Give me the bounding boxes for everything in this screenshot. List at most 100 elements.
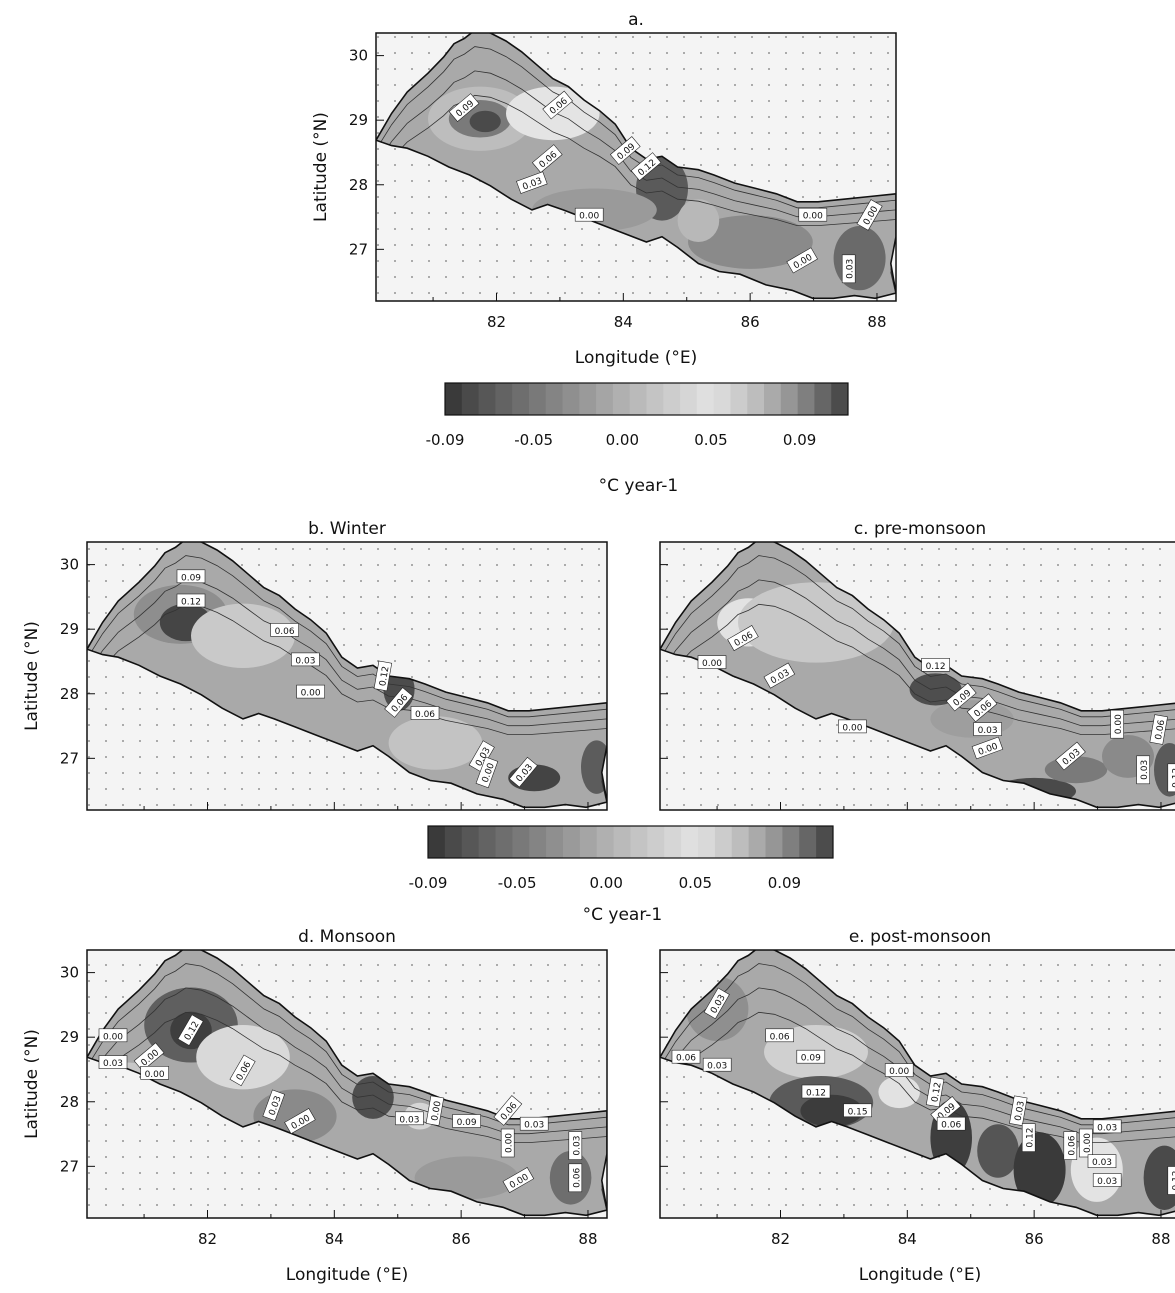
svg-text:0.06: 0.06 [1154, 719, 1167, 741]
colorbar-tick-label: 0.05 [679, 874, 712, 892]
shade-region [738, 582, 894, 663]
svg-text:0.03: 0.03 [1092, 1158, 1112, 1168]
colorbar-tick-label: 0.00 [589, 874, 622, 892]
plot-frame [375, 32, 897, 302]
contour-label: 0.09 [796, 1049, 826, 1064]
contour-label: 0.03 [973, 722, 1002, 736]
shade-region [977, 1124, 1019, 1178]
colorbar-unit-label: °C year-1 [599, 476, 679, 496]
svg-text:0.09: 0.09 [457, 1118, 477, 1128]
x-tick-label: 88 [867, 313, 886, 331]
colorbar-swatch [562, 383, 580, 415]
x-tick-label: 82 [198, 1230, 217, 1248]
svg-text:0.00: 0.00 [1114, 714, 1124, 734]
colorbar-swatch [799, 826, 817, 858]
colorbar-swatch [512, 383, 530, 415]
svg-text:0.03: 0.03 [1097, 1123, 1117, 1133]
svg-text:0.06: 0.06 [770, 1032, 790, 1042]
panel-title: a. [628, 10, 644, 30]
contour-label: 0.06 [936, 1116, 966, 1131]
colorbar-swatch [612, 383, 631, 415]
contour-label: 0.00 [884, 1063, 914, 1077]
svg-text:0.12: 0.12 [926, 662, 946, 672]
contour-label: 0.03 [519, 1116, 549, 1131]
map-panel-c: 0.060.000.030.120.090.060.030.000.000.03… [659, 519, 1175, 811]
svg-text:0.12: 0.12 [1026, 1128, 1036, 1148]
colorbar-swatch [831, 383, 849, 415]
colorbar-tick-label: -0.09 [409, 874, 448, 892]
contour-label: 0.03 [1009, 1095, 1028, 1126]
colorbar-swatch [495, 826, 513, 858]
panel-title: b. Winter [308, 519, 386, 539]
contour-label: 0.06 [1063, 1131, 1077, 1160]
svg-text:0.15: 0.15 [848, 1107, 868, 1117]
svg-text:0.09: 0.09 [801, 1054, 821, 1064]
y-axis-label: Latitude (°N) [22, 621, 42, 731]
svg-text:0.00: 0.00 [301, 689, 321, 699]
shade-region [1070, 1137, 1123, 1202]
contour-label: 0.03 [291, 652, 320, 666]
colorbar-swatch [698, 826, 716, 858]
svg-text:0.00: 0.00 [505, 1133, 515, 1153]
colorbar-tick-label: -0.05 [514, 431, 553, 449]
colorbar-tick-label: 0.09 [768, 874, 801, 892]
y-tick-label: 30 [60, 556, 79, 574]
contour-label: 0.12 [176, 593, 206, 608]
y-tick-label: 28 [349, 176, 368, 194]
colorbar-swatch [528, 383, 547, 415]
y-tick-label: 29 [60, 620, 79, 638]
colorbar-swatch [765, 826, 783, 858]
nepal-border [660, 542, 1175, 809]
svg-text:0.03: 0.03 [1097, 1177, 1117, 1187]
colorbar-tick-label: 0.05 [694, 431, 727, 449]
y-tick-label: 27 [349, 240, 368, 258]
colorbar-swatch [747, 383, 765, 415]
contour-label: 0.12 [1167, 1166, 1175, 1195]
colorbar-swatch [663, 383, 681, 415]
svg-text:0.00: 0.00 [702, 659, 722, 669]
colorbar-swatch [714, 826, 733, 858]
svg-text:0.03: 0.03 [399, 1115, 419, 1125]
y-tick-label: 27 [60, 1157, 79, 1175]
contour-label: 0.03 [98, 1055, 128, 1069]
panel-title: c. pre-monsoon [854, 519, 986, 539]
svg-text:0.03: 0.03 [707, 1062, 727, 1072]
colorbar-frame [427, 825, 834, 859]
x-tick-label: 86 [452, 1230, 471, 1248]
contour-label: 0.03 [1087, 1154, 1117, 1168]
y-tick-label: 28 [60, 1093, 79, 1111]
x-tick-label: 84 [898, 1230, 917, 1248]
colorbar-swatch [681, 826, 699, 858]
nepal-border [376, 33, 896, 300]
colorbar-swatch [629, 383, 647, 415]
shade-region [878, 1075, 920, 1109]
svg-text:0.12: 0.12 [1171, 1170, 1175, 1190]
svg-text:0.03: 0.03 [524, 1121, 544, 1131]
contour-label: 0.00 [140, 1066, 169, 1080]
colorbar-tick-label: 0.09 [783, 431, 816, 449]
y-tick-label: 30 [60, 964, 79, 982]
contour-label: 0.12 [1167, 763, 1175, 793]
contour-label: 0.12 [921, 657, 950, 672]
svg-text:0.00: 0.00 [145, 1070, 165, 1080]
contour-label: 0.09 [452, 1114, 481, 1128]
colorbar-swatch [546, 826, 564, 858]
shade-region [388, 716, 483, 770]
svg-text:0.12: 0.12 [930, 1082, 943, 1103]
y-tick-label: 28 [60, 685, 79, 703]
svg-text:0.06: 0.06 [572, 1168, 582, 1188]
svg-text:0.12: 0.12 [806, 1089, 826, 1099]
contour-label: 0.00 [296, 684, 325, 699]
x-tick-label: 88 [578, 1230, 597, 1248]
svg-text:0.03: 0.03 [103, 1059, 123, 1069]
contour-label: 0.03 [702, 1057, 732, 1072]
contour-label: 0.15 [843, 1103, 872, 1117]
svg-text:0.00: 0.00 [1083, 1133, 1093, 1153]
contour-label: 0.03 [1136, 755, 1150, 785]
contour-label: 0.12 [925, 1076, 945, 1108]
colorbar-swatch [680, 383, 698, 415]
nepal-border [660, 950, 1175, 1217]
contour-label: 0.00 [838, 719, 867, 733]
contour-label: 0.03 [841, 254, 856, 284]
colorbar-swatch [596, 826, 615, 858]
